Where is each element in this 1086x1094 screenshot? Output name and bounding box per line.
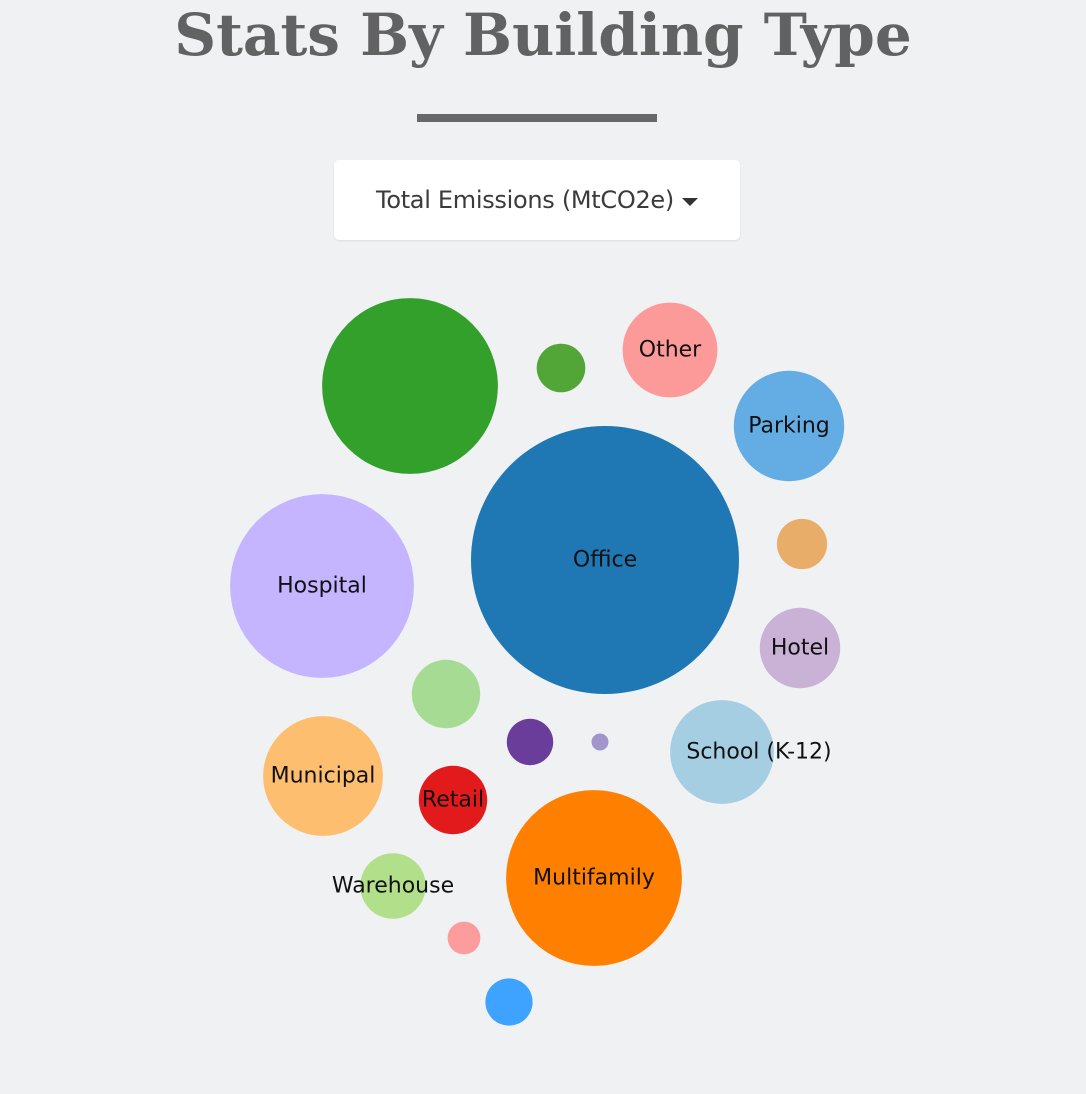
bubble-unlabeled-12[interactable] bbox=[536, 343, 586, 393]
bubble-circle[interactable] bbox=[411, 659, 481, 729]
bubble-school-k-12[interactable]: School (K-12) bbox=[670, 700, 832, 804]
bubble-circle[interactable] bbox=[759, 607, 841, 689]
bubble-label: Other bbox=[639, 338, 702, 363]
bubble-circle[interactable] bbox=[230, 494, 414, 678]
bubble-multifamily[interactable]: Multifamily bbox=[506, 790, 682, 966]
title-divider bbox=[417, 114, 657, 122]
bubble-parking[interactable]: Parking bbox=[733, 370, 845, 482]
bubble-unlabeled-13[interactable] bbox=[776, 518, 828, 570]
bubble-other[interactable]: Other bbox=[622, 302, 718, 398]
bubble-label: Warehouse bbox=[332, 874, 454, 899]
bubble-circle[interactable] bbox=[485, 978, 533, 1026]
bubble-circle[interactable] bbox=[447, 921, 481, 955]
bubble-label: School (K-12) bbox=[686, 740, 831, 765]
metric-dropdown-label: Total Emissions (MtCO2e) bbox=[376, 186, 674, 214]
caret-down-icon bbox=[681, 198, 698, 206]
bubble-unlabeled-14[interactable] bbox=[485, 978, 533, 1026]
bubble-label: Office bbox=[573, 548, 637, 573]
bubble-label: Hospital bbox=[277, 574, 367, 599]
bubble-circle[interactable] bbox=[536, 343, 586, 393]
bubble-label: Hotel bbox=[771, 636, 829, 661]
bubble-unlabeled-1[interactable] bbox=[322, 298, 498, 474]
bubble-unlabeled-15[interactable] bbox=[506, 718, 554, 766]
bubble-hospital[interactable]: Hospital bbox=[230, 494, 414, 678]
bubble-office[interactable]: Office bbox=[471, 426, 739, 694]
bubble-label: Multifamily bbox=[533, 866, 655, 891]
bubble-circle[interactable] bbox=[471, 426, 739, 694]
bubble-circle[interactable] bbox=[263, 716, 383, 836]
bubble-circle[interactable] bbox=[322, 298, 498, 474]
bubble-circle[interactable] bbox=[506, 718, 554, 766]
bubble-unlabeled-11[interactable] bbox=[411, 659, 481, 729]
metric-dropdown[interactable]: Total Emissions (MtCO2e) bbox=[334, 160, 740, 240]
bubble-hotel[interactable]: Hotel bbox=[759, 607, 841, 689]
bubble-circle[interactable] bbox=[622, 302, 718, 398]
bubble-label: Retail bbox=[422, 788, 484, 813]
bubble-circle[interactable] bbox=[670, 700, 774, 804]
bubble-unlabeled-17[interactable] bbox=[591, 733, 609, 751]
bubble-label: Municipal bbox=[271, 764, 376, 789]
bubble-circle[interactable] bbox=[776, 518, 828, 570]
bubble-municipal[interactable]: Municipal bbox=[263, 716, 383, 836]
page-title: Stats By Building Type bbox=[174, 1, 912, 69]
bubble-circle[interactable] bbox=[506, 790, 682, 966]
bubble-warehouse[interactable]: Warehouse bbox=[332, 853, 454, 919]
bubble-unlabeled-16[interactable] bbox=[447, 921, 481, 955]
bubble-circle[interactable] bbox=[418, 765, 488, 835]
bubble-circle[interactable] bbox=[360, 853, 426, 919]
bubble-circle[interactable] bbox=[591, 733, 609, 751]
bubble-retail[interactable]: Retail bbox=[418, 765, 488, 835]
bubble-circle[interactable] bbox=[733, 370, 845, 482]
bubble-label: Parking bbox=[748, 414, 830, 439]
